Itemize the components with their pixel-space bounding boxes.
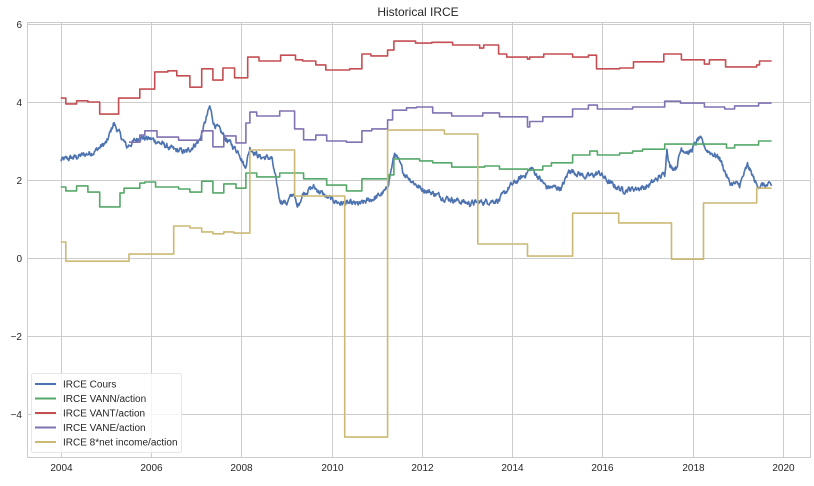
y-axis: 6 4 2 0 −2 −4 [11, 20, 23, 421]
y-tick-label: 4 [16, 98, 22, 109]
x-tick-label: 2016 [591, 463, 614, 474]
y-tick-label: −4 [11, 410, 23, 421]
series-line-0 [60, 105, 773, 208]
x-tick-label: 2008 [230, 463, 253, 474]
legend: IRCE Cours IRCE VANN/action IRCE VANT/acti… [31, 373, 182, 453]
series-line-1 [60, 140, 772, 208]
chart-title: Historical IRCE [377, 5, 458, 19]
legend-label: IRCE VANN/action [63, 394, 146, 405]
x-tick-label: 2014 [501, 463, 524, 474]
series-line-4 [60, 129, 772, 438]
y-tick-label: 6 [16, 20, 22, 31]
x-tick-label: 2018 [682, 463, 705, 474]
x-axis: 2004 2006 2008 2010 2012 2014 2016 2018 2020 [50, 463, 795, 474]
legend-label: IRCE VANE/action [63, 423, 146, 434]
series-line-2 [60, 40, 772, 115]
y-tick-label: 2 [16, 176, 22, 187]
x-tick-label: 2004 [50, 463, 73, 474]
x-tick-label: 2010 [321, 463, 344, 474]
legend-label: IRCE 8*net income/action [63, 438, 178, 449]
series-group [60, 40, 773, 438]
x-tick-label: 2012 [411, 463, 434, 474]
legend-label: IRCE VANT/action [63, 409, 145, 420]
legend-label: IRCE Cours [63, 380, 116, 391]
legend-box [31, 373, 182, 453]
x-tick-label: 2020 [772, 463, 795, 474]
y-tick-label: 0 [16, 254, 22, 265]
x-tick-label: 2006 [140, 463, 163, 474]
axes-frame [27, 22, 811, 458]
y-tick-label: −2 [11, 332, 23, 343]
series-line-3 [129, 100, 772, 148]
